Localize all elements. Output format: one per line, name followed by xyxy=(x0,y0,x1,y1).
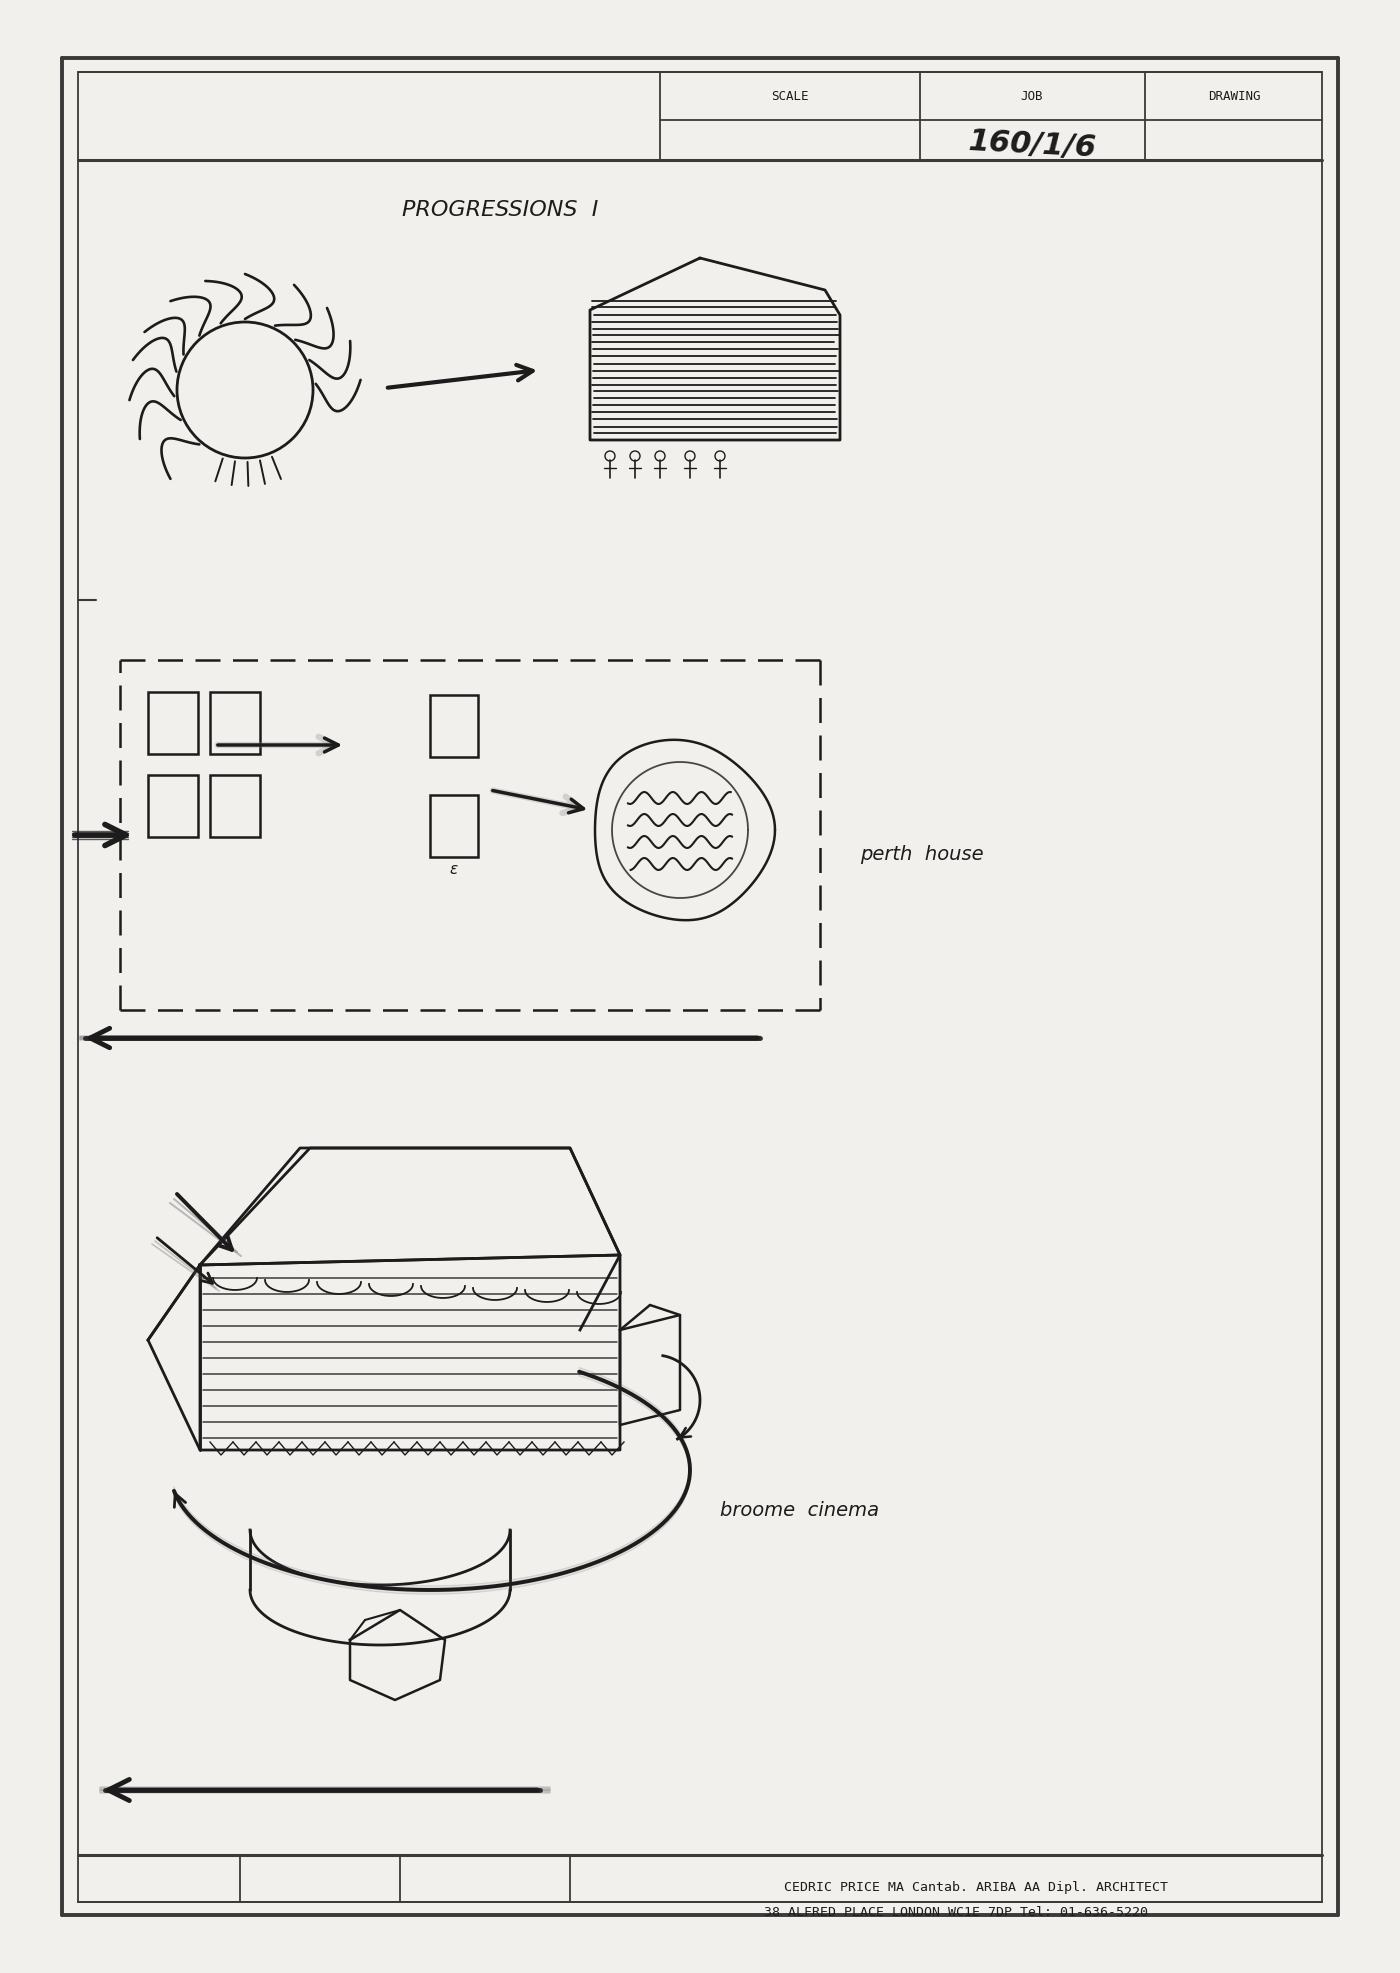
Text: broome  cinema: broome cinema xyxy=(720,1501,879,1519)
Text: SCALE: SCALE xyxy=(771,89,809,103)
Text: JOB: JOB xyxy=(1021,89,1043,103)
Text: ε: ε xyxy=(449,862,458,878)
Bar xyxy=(148,775,197,837)
Text: PROGRESSIONS  I: PROGRESSIONS I xyxy=(402,199,598,221)
Text: DRAWING: DRAWING xyxy=(1208,89,1260,103)
Bar xyxy=(430,694,477,758)
Text: CEDRIC PRICE MA Cantab. ARIBA AA Dipl. ARCHITECT: CEDRIC PRICE MA Cantab. ARIBA AA Dipl. A… xyxy=(784,1880,1168,1894)
Text: 38 ALFRED PLACE LONDON WC1E 7DP Tel: 01-636-5220: 38 ALFRED PLACE LONDON WC1E 7DP Tel: 01-… xyxy=(764,1906,1148,1920)
Text: perth  house: perth house xyxy=(860,846,984,864)
Bar xyxy=(210,693,260,754)
Bar xyxy=(210,775,260,837)
Bar xyxy=(430,795,477,856)
Bar xyxy=(148,693,197,754)
Text: 160/1/6: 160/1/6 xyxy=(967,126,1098,164)
